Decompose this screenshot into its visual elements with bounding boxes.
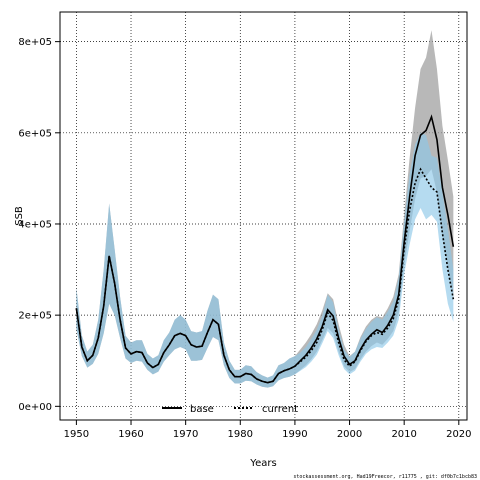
legend-label-base: base xyxy=(190,404,214,415)
x-tick-label: 1960 xyxy=(118,429,143,440)
legend-label-current: current xyxy=(262,404,298,415)
confidence-bands xyxy=(76,30,454,388)
x-axis-title: Years xyxy=(249,458,276,469)
x-axis: 1950 1960 1970 1980 1990 2000 2010 2020 xyxy=(64,420,472,440)
legend: base current xyxy=(162,404,298,415)
confidence-band-current xyxy=(76,132,454,388)
plot-frame xyxy=(59,11,468,421)
x-tick-label: 1990 xyxy=(282,429,307,440)
x-tick-label: 2010 xyxy=(391,429,416,440)
y-tick-label: 2e+05 xyxy=(18,311,52,322)
y-tick-label: 0e+00 xyxy=(18,402,52,413)
y-tick-label: 6e+05 xyxy=(18,128,52,139)
x-tick-label: 2020 xyxy=(446,429,471,440)
y-axis: 0e+00 2e+05 4e+05 6e+05 8e+05 xyxy=(18,37,60,413)
x-tick-label: 2000 xyxy=(337,429,362,440)
x-tick-label: 1950 xyxy=(64,429,89,440)
y-tick-label: 4e+05 xyxy=(18,219,52,230)
y-axis-title: SSB xyxy=(14,206,25,226)
footnote: stockassessment.org, Had19Freecor, r1177… xyxy=(293,474,477,480)
x-tick-label: 1980 xyxy=(228,429,253,440)
y-tick-label: 8e+05 xyxy=(18,37,52,48)
x-tick-label: 1970 xyxy=(173,429,198,440)
series-lines xyxy=(75,114,455,384)
series-line-current xyxy=(75,167,455,384)
